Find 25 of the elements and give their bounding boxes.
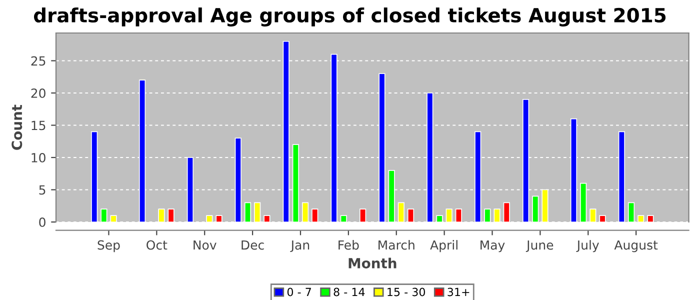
x-tick-label: August: [614, 240, 658, 252]
legend-label: 15 - 30: [388, 288, 426, 296]
x-tick-label: Oct: [146, 240, 168, 250]
legend-label: 0 - 7: [287, 288, 311, 296]
y-tick-label: 20: [31, 88, 46, 98]
y-tick-label: 0: [39, 217, 46, 227]
x-tick-label: Feb: [338, 240, 359, 250]
y-axis-title: Count: [12, 104, 22, 150]
x-axis-title: Month: [348, 258, 396, 268]
y-tick-label: 25: [31, 56, 46, 66]
x-tick-label: Nov: [194, 240, 216, 250]
legend-label: 31+: [448, 288, 470, 296]
x-tick-label: Dec: [242, 240, 264, 250]
x-tick-label: May: [480, 240, 505, 252]
legend-label: 8 - 14: [334, 288, 365, 296]
y-tick-label: 5: [39, 185, 46, 195]
x-tick-label: March: [378, 240, 414, 250]
x-tick-label: Jan: [290, 240, 310, 252]
x-tick-label: June: [526, 240, 554, 252]
x-tick-label: July: [576, 240, 599, 252]
y-tick-label: 10: [32, 152, 46, 162]
x-tick-label: April: [430, 240, 458, 252]
y-tick-label: 15: [32, 120, 46, 130]
x-tick-label: Sep: [98, 240, 120, 252]
chart-title: drafts-approval Age groups of closed tickets August 2015: [34, 8, 666, 26]
